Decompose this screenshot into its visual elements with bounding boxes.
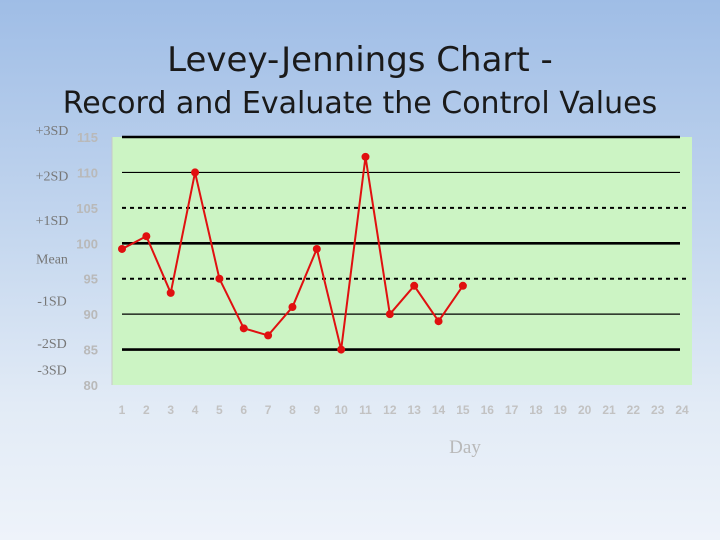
y-tick-label: 100	[76, 236, 98, 251]
x-axis: 1 2 3 4 5 6 7 8 9 10 11 12 13 14 15 16 17 18 19 20 21 22 23 24	[119, 403, 689, 417]
y-tick-label: 85	[84, 343, 98, 358]
sd-label: +1SD	[36, 214, 69, 229]
x-tick-label: 3	[167, 403, 174, 417]
x-tick-label: 20	[578, 403, 592, 417]
y-axis: 80 85 90 95 100 105 110 115	[76, 130, 113, 393]
slide-subtitle: Record and Evaluate the Control Values	[62, 86, 658, 121]
x-tick-label: 21	[602, 403, 616, 417]
x-tick-label: 17	[505, 403, 519, 417]
plot-area	[112, 137, 692, 385]
data-point	[215, 274, 224, 283]
data-point	[118, 244, 126, 253]
x-axis-label: Day	[449, 437, 481, 458]
x-tick-label: 23	[651, 403, 665, 417]
data-point	[264, 331, 273, 340]
data-point	[361, 152, 370, 161]
y-tick-label: 105	[76, 201, 98, 216]
y-tick-label: 95	[84, 272, 98, 287]
x-tick-label: 24	[675, 403, 689, 417]
slide-title: Levey-Jennings Chart -	[167, 40, 553, 80]
data-point	[191, 168, 200, 177]
x-tick-label: 19	[554, 403, 568, 417]
x-tick-label: 5	[216, 403, 223, 417]
x-tick-label: 18	[529, 403, 543, 417]
data-point	[385, 310, 394, 319]
data-series	[118, 152, 467, 354]
x-tick-label: 1	[119, 403, 126, 417]
y-tick-label: 80	[84, 378, 98, 393]
sd-label: +2SD	[36, 169, 69, 184]
data-point	[458, 281, 467, 290]
x-tick-label: 15	[456, 403, 470, 417]
data-point	[434, 317, 443, 326]
data-point	[337, 345, 346, 354]
x-tick-label: 8	[289, 403, 296, 417]
x-tick-label: 22	[627, 403, 641, 417]
x-tick-label: 2	[143, 403, 150, 417]
x-tick-label: 7	[265, 403, 272, 417]
data-point	[239, 324, 248, 333]
data-point	[312, 244, 321, 253]
sd-label: -2SD	[37, 337, 67, 352]
sd-label: Mean	[36, 252, 68, 267]
data-point	[166, 288, 175, 297]
y-tick-label: 90	[84, 307, 98, 322]
sd-label: -3SD	[37, 364, 67, 379]
x-tick-label: 10	[334, 403, 348, 417]
x-tick-label: 14	[432, 403, 446, 417]
x-tick-label: 4	[192, 403, 199, 417]
x-tick-label: 13	[408, 403, 422, 417]
x-tick-label: 16	[481, 403, 495, 417]
data-point	[288, 303, 297, 312]
sd-label: +3SD	[36, 124, 69, 139]
control-limit-lines: +3SD +2SD +1SD Mean -1SD -2SD -3SD	[36, 124, 690, 379]
y-tick-label: 110	[77, 165, 98, 180]
y-tick-label: 115	[77, 130, 98, 145]
x-tick-label: 6	[240, 403, 247, 417]
x-tick-label: 9	[313, 403, 320, 417]
x-tick-label: 11	[359, 403, 372, 417]
sd-label: -1SD	[37, 295, 67, 310]
data-point	[410, 281, 419, 290]
x-tick-label: 12	[383, 403, 397, 417]
data-point	[142, 232, 151, 241]
